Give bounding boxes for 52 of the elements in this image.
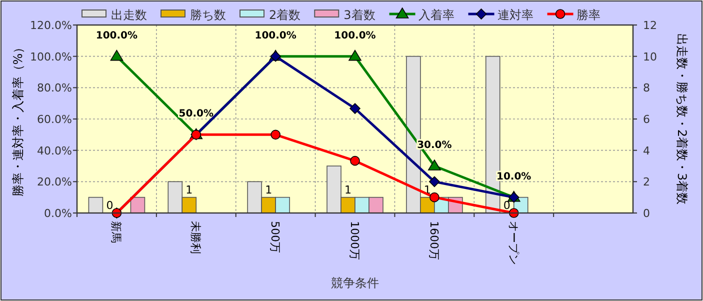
y-tick-label: 60.0%: [37, 113, 72, 126]
data-label: 1: [344, 183, 352, 196]
data-label: 50.0%: [178, 108, 214, 120]
data-label: 100.0%: [96, 30, 138, 42]
data-label: 1: [186, 183, 193, 196]
y2-axis-title: 出走数・勝ち数・2着数・3着数: [675, 33, 689, 205]
data-label: 1: [265, 183, 272, 196]
data-label: 100.0%: [254, 30, 296, 42]
point: [348, 50, 362, 61]
y2-tick-label: 6: [643, 113, 650, 126]
y2-tick-label: 4: [643, 144, 650, 158]
y-tick-label: 80.0%: [37, 82, 72, 95]
data-label: 0: [106, 199, 114, 212]
point: [429, 176, 440, 188]
y-tick-label: 20.0%: [37, 176, 72, 189]
y-tick-label: 100.0%: [30, 50, 72, 64]
y-axis-title: 勝率・連対率・入着率（%）: [11, 41, 25, 197]
data-label: 0: [503, 199, 510, 212]
point: [350, 103, 360, 114]
x-tick-label: 1600万: [427, 221, 440, 260]
point: [350, 156, 360, 166]
bar: [247, 181, 262, 214]
x-axis-title: 競争条件: [331, 276, 379, 290]
point: [270, 130, 280, 140]
x-tick-label: オープン: [506, 221, 520, 265]
point: [430, 192, 440, 202]
y-tick-label: 40.0%: [37, 144, 72, 158]
bar: [275, 196, 290, 214]
y2-tick-label: 10: [643, 50, 657, 64]
y2-tick-label: 12: [643, 19, 657, 32]
legend-label: 出走数: [111, 8, 147, 22]
legend-label: 3着数: [344, 8, 376, 22]
y-tick-label: 0.0%: [44, 207, 72, 220]
legend-label: 2着数: [269, 8, 301, 22]
y2-tick-label: 0: [643, 207, 650, 220]
bar: [326, 166, 342, 214]
bar: [168, 181, 183, 214]
x-tick-label: 新馬: [110, 221, 123, 243]
x-tick-label: 500万: [268, 221, 282, 253]
point: [110, 50, 124, 61]
data-label: 100.0%: [334, 30, 376, 42]
bar: [88, 196, 104, 214]
point: [428, 160, 441, 170]
legend-label: 勝率: [576, 8, 600, 22]
x-tick-label: 未勝利: [189, 221, 202, 254]
x-tick-label: 1000万: [348, 221, 361, 260]
y2-tick-label: 8: [643, 82, 650, 95]
legend-label: 連対率: [497, 8, 534, 22]
legend-label: 勝ち数: [190, 8, 226, 22]
legend-label: 入着率: [418, 8, 454, 22]
y-tick-label: 120.0%: [30, 19, 72, 32]
y2-tick-label: 2: [643, 176, 650, 189]
